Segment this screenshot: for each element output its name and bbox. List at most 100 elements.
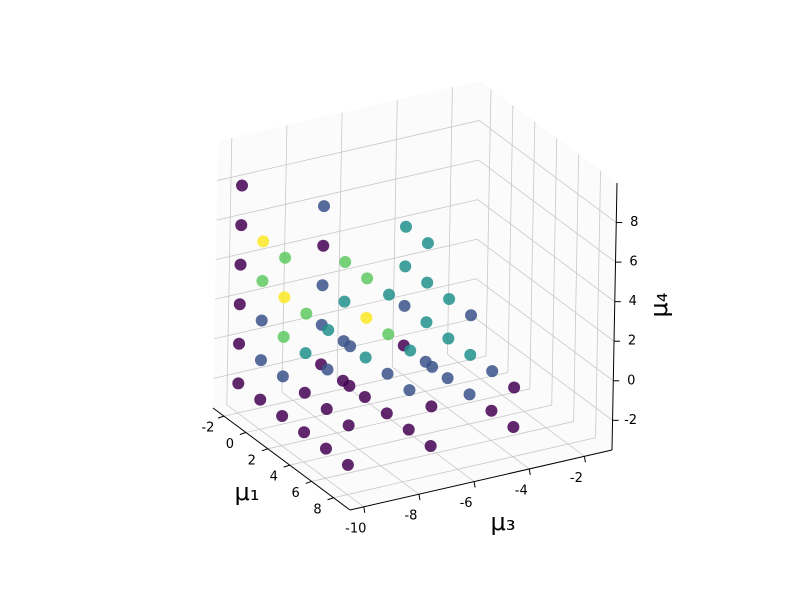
point [508, 381, 521, 394]
grid-line [281, 391, 420, 495]
z-tick-label: 0 [627, 373, 635, 388]
point [486, 365, 499, 378]
point [421, 276, 434, 289]
point [420, 316, 433, 329]
point [233, 337, 246, 350]
point [426, 360, 439, 373]
point [235, 219, 248, 232]
z-axis-title: μ₄ [645, 293, 673, 318]
point [507, 421, 520, 434]
point [322, 323, 335, 336]
point [465, 309, 478, 322]
grid-line [595, 170, 601, 438]
grid-line [245, 372, 508, 433]
y-axis-title: μ₃ [491, 508, 516, 536]
grid-line [447, 87, 453, 355]
grid-line [336, 112, 343, 380]
point [321, 363, 334, 376]
point [233, 298, 246, 311]
grid-line [476, 238, 615, 342]
point [318, 200, 331, 213]
point [279, 251, 292, 264]
point [424, 439, 437, 452]
point [338, 295, 351, 308]
point [400, 220, 413, 233]
grid-line [289, 404, 552, 466]
tick-mark [239, 432, 247, 435]
grid-line [485, 89, 492, 357]
point [317, 239, 330, 252]
tick-mark [305, 480, 312, 484]
tick-mark [283, 464, 290, 468]
point [257, 235, 270, 248]
grid-line [214, 238, 478, 300]
point [343, 379, 356, 392]
point [256, 274, 269, 287]
grid-line [214, 278, 477, 340]
grid-line [529, 121, 536, 389]
point [255, 314, 268, 327]
grid-line [479, 120, 617, 223]
point [361, 272, 374, 285]
point [442, 332, 455, 345]
point [463, 388, 476, 401]
tick-mark [418, 494, 421, 501]
point [358, 391, 371, 404]
y-tick-label: -8 [404, 509, 417, 524]
pane [213, 81, 480, 408]
z-tick-label: 2 [628, 334, 636, 349]
tick-mark [327, 497, 334, 501]
y-tick-label: -10 [345, 521, 366, 536]
point [236, 179, 249, 192]
tick-mark [583, 456, 586, 463]
point [403, 384, 416, 397]
point [278, 291, 291, 304]
point [234, 258, 247, 271]
tick-mark [528, 468, 531, 476]
grid-line [476, 278, 614, 382]
grid-line [477, 199, 616, 302]
point [381, 367, 394, 380]
point [339, 256, 352, 269]
y-tick-label: -4 [515, 483, 528, 498]
grid-line [311, 421, 574, 482]
point [276, 409, 289, 422]
grid-line [333, 437, 596, 499]
point [254, 393, 267, 406]
grid-line [573, 154, 580, 422]
point [300, 307, 313, 320]
point [254, 354, 267, 367]
tick-mark [261, 448, 268, 452]
point [485, 404, 498, 417]
point [443, 292, 456, 305]
z-tick-label: 8 [630, 215, 638, 230]
point [398, 299, 411, 312]
grid-line [447, 353, 585, 457]
pane [475, 81, 617, 450]
x-tick-label: 2 [248, 453, 256, 468]
point [277, 330, 290, 343]
point [380, 407, 393, 420]
point [341, 458, 354, 471]
point [404, 344, 417, 357]
y-tick-label: -2 [570, 471, 583, 486]
grid-line [226, 404, 365, 508]
y-tick-label: -6 [460, 496, 473, 511]
point [342, 419, 355, 432]
grid-line [475, 318, 613, 421]
point [425, 400, 438, 413]
point [316, 279, 329, 292]
grid-line [551, 138, 558, 406]
grid-line [478, 159, 616, 263]
point [464, 348, 477, 361]
grid-line [507, 105, 514, 373]
point [441, 372, 454, 385]
grid-line [226, 137, 233, 405]
x-tick-label: -2 [201, 421, 214, 436]
x-tick-label: 6 [291, 486, 299, 501]
point [298, 386, 311, 399]
point [299, 347, 312, 360]
point [399, 260, 412, 273]
grid-line [392, 366, 530, 470]
